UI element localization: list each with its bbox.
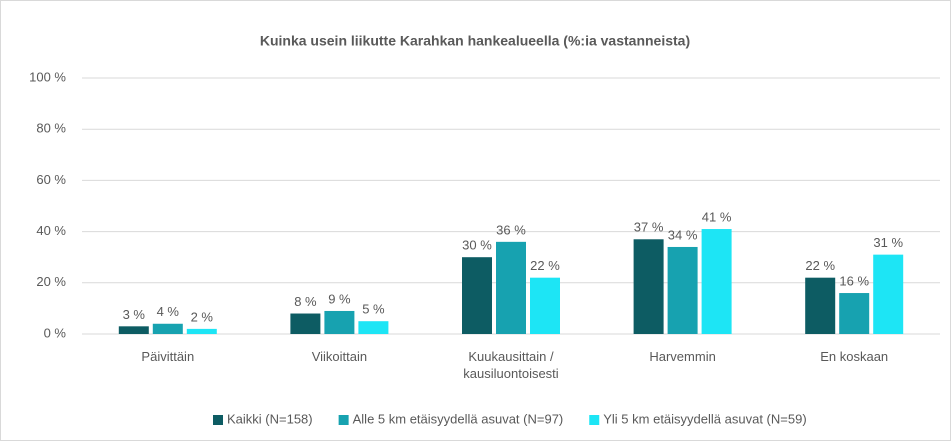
data-label: 16 %: [839, 273, 869, 288]
y-tick-label: 80 %: [36, 121, 66, 136]
y-tick-label: 20 %: [36, 274, 66, 289]
data-label: 3 %: [123, 307, 146, 322]
bar: [667, 246, 698, 334]
data-label: 22 %: [530, 258, 560, 273]
data-label: 31 %: [873, 235, 903, 250]
data-label: 2 %: [191, 309, 214, 324]
y-tick-label: 0 %: [44, 325, 67, 340]
legend-swatch: [589, 415, 600, 425]
legend-label: Alle 5 km etäisyydellä asuvat (N=97): [353, 411, 564, 426]
bar: [358, 321, 389, 334]
y-tick-label: 40 %: [36, 223, 66, 238]
data-label: 36 %: [496, 222, 526, 237]
data-label: 37 %: [634, 220, 664, 235]
data-label: 34 %: [668, 227, 698, 242]
data-label: 5 %: [362, 302, 385, 317]
bar: [530, 277, 560, 334]
bar: [290, 313, 321, 334]
x-tick-label: Kuukausittain / kausiluontoisesti: [463, 349, 559, 381]
bar: [633, 239, 664, 334]
data-label: 30 %: [462, 238, 492, 253]
x-tick-label: Harvemmin: [649, 349, 716, 364]
legend-swatch: [213, 415, 223, 425]
data-label: 22 %: [805, 258, 835, 273]
x-tick-label: Päivittäin: [141, 349, 195, 364]
x-tick-label: Viikoittain: [311, 349, 368, 364]
legend-label: Kaikki (N=158): [227, 411, 313, 426]
chart-title: Kuinka usein liikutte Karahkan hankealue…: [260, 33, 690, 49]
legend-swatch: [338, 415, 349, 425]
bar: [873, 254, 904, 334]
data-label: 8 %: [294, 294, 317, 309]
legend-label: Yli 5 km etäisyydellä asuvat (N=59): [603, 411, 806, 426]
bar: [186, 328, 217, 334]
bar: [839, 293, 870, 334]
y-tick-label: 60 %: [36, 172, 66, 187]
y-tick-label: 100 %: [29, 69, 66, 84]
data-label: 9 %: [328, 291, 351, 306]
bar: [496, 241, 526, 334]
x-tick-label: En koskaan: [820, 349, 889, 364]
data-label: 4 %: [157, 304, 180, 319]
bar: [152, 323, 183, 334]
bar: [462, 257, 492, 334]
data-label: 41 %: [702, 209, 732, 224]
bar: [324, 310, 355, 334]
bar: [118, 326, 149, 334]
bar: [701, 229, 732, 334]
bar: [805, 277, 836, 334]
